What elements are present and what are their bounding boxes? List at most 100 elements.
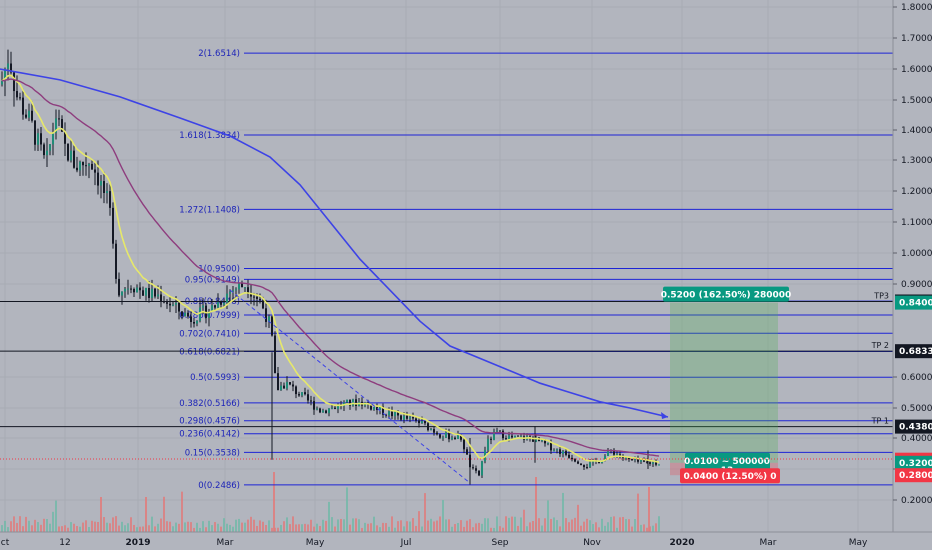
volume-bar: [178, 523, 180, 532]
volume-bar: [541, 525, 543, 532]
candle-body: [637, 458, 639, 462]
volume-bar: [457, 522, 459, 532]
time-tick-label: Jul: [400, 538, 412, 548]
time-axis-bg[interactable]: [0, 532, 932, 550]
volume-bar: [106, 522, 108, 532]
candle-body: [490, 438, 492, 440]
volume-bar: [316, 523, 318, 532]
time-axis[interactable]: ct 12 2019 Mar May Jul Sep Nov 2020 Mar May: [1, 538, 868, 548]
candle-body: [658, 464, 660, 466]
candle-body: [307, 394, 309, 401]
price-tick-label: 0.4000: [901, 434, 932, 444]
volume-bar: [532, 521, 534, 532]
volume-bar: [187, 521, 189, 532]
candle-body: [232, 290, 234, 292]
volume-bar: [622, 516, 624, 532]
candle-body: [163, 301, 165, 303]
price-axis-bg[interactable]: [893, 0, 932, 532]
volume-bar: [259, 520, 261, 532]
candle-body: [61, 119, 63, 132]
candle-body: [79, 161, 81, 171]
volume-bar: [13, 516, 15, 532]
volume-bar: [4, 520, 6, 532]
candle-body: [442, 437, 444, 439]
volume-bar: [313, 526, 315, 532]
target-label: 0.5200 (162.50%) 280000: [661, 291, 792, 301]
volume-bar: [112, 517, 114, 532]
ema-slow-line: [0, 68, 669, 418]
volume-bar: [598, 527, 600, 532]
volume-bar: [484, 518, 486, 532]
price-tick-label: 1.5000: [901, 96, 932, 106]
volume-bar: [412, 518, 414, 532]
fib-label: 0.298(0.4576): [179, 417, 240, 427]
candle-body: [40, 133, 42, 145]
volume-bar: [538, 518, 540, 532]
volume-bar: [232, 526, 234, 532]
candle-body: [238, 283, 240, 290]
candle-body: [256, 296, 258, 299]
candle-body: [226, 293, 228, 303]
candle-body: [328, 408, 330, 414]
volume-bar: [67, 527, 69, 532]
price-tick-label: 0.5000: [901, 404, 932, 414]
candle-body: [619, 454, 621, 457]
candle-body: [247, 287, 249, 294]
volume-bar: [472, 527, 474, 532]
candle-body: [22, 97, 24, 115]
volume-bar: [430, 518, 432, 532]
volume-bar: [601, 518, 603, 532]
volume-bar: [31, 525, 33, 532]
volume-bar: [526, 526, 528, 532]
price-tag-bg: [895, 344, 932, 359]
volume-bar: [580, 525, 582, 532]
volume-bar: [16, 522, 18, 532]
candle-body: [517, 435, 519, 437]
volume-bar: [160, 518, 162, 532]
volume-bar: [148, 525, 150, 532]
time-tick-label: Sep: [492, 538, 509, 548]
candle-body: [571, 457, 573, 460]
candle-body: [370, 404, 372, 410]
candle-body: [211, 305, 213, 312]
volume-bar: [136, 527, 138, 532]
candle-body: [511, 435, 513, 438]
trend-dashed-line[interactable]: [229, 289, 471, 484]
candle-body: [43, 144, 45, 156]
candle-body: [394, 411, 396, 417]
candle-body: [616, 454, 618, 456]
price-tag: 0.6833: [899, 347, 932, 357]
candle-body: [58, 118, 60, 120]
candle-body: [313, 401, 315, 410]
volume-bar: [616, 527, 618, 532]
candle-body: [214, 305, 216, 308]
volume-bar: [376, 525, 378, 532]
volume-bar: [199, 527, 201, 532]
price-axis[interactable]: 1.8000 1.7000 1.6000 1.5000 1.4000 1.3000 1.20…: [893, 3, 932, 506]
volume-bar: [328, 501, 330, 532]
candle-body: [196, 320, 198, 324]
candle-body: [316, 408, 318, 410]
candle-body: [466, 449, 468, 455]
volume-bar: [613, 516, 615, 532]
price-tag-bg: [895, 455, 932, 470]
profit-zone[interactable]: [670, 302, 778, 463]
time-tick-label: 2019: [125, 538, 150, 548]
volume-bar: [583, 521, 585, 532]
candle-body: [586, 467, 588, 469]
candle-body: [625, 457, 627, 459]
price-tag: 0.8400: [899, 299, 932, 309]
candle-body: [106, 191, 108, 193]
candle-body: [187, 312, 189, 317]
candle-body: [532, 437, 534, 442]
volume-bar: [145, 497, 147, 532]
candle-body: [10, 63, 12, 73]
fib-label: 0.95(0.9149): [185, 275, 240, 285]
candle-body: [544, 440, 546, 444]
candle-body: [505, 438, 507, 440]
candle-body: [283, 385, 285, 389]
volume-bar: [439, 516, 441, 532]
candle-body: [127, 288, 129, 290]
